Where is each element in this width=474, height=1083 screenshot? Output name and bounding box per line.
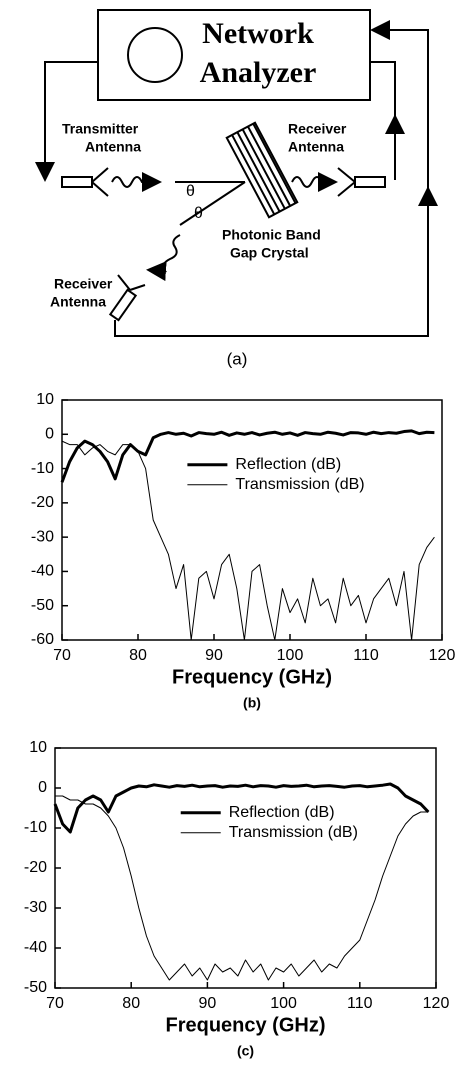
series-line [55,795,429,981]
wave [111,172,162,192]
series-line [61,440,435,641]
antenna [354,176,386,188]
y-tick-label: -20 [31,494,54,511]
antenna-horn [117,274,146,291]
wave [146,234,181,282]
y-tick-label: -20 [24,859,47,876]
x-tick-label: 110 [347,995,373,1012]
y-tick-label: -60 [31,631,54,648]
x-tick-label: 90 [199,995,217,1012]
y-tick-label: -30 [24,899,47,916]
antenna [108,288,138,322]
series-line [53,782,430,834]
x-tick-label: 100 [270,995,297,1012]
series-line [60,429,435,483]
analyzer-label: Analyzer [200,56,317,89]
y-tick-label: -30 [31,528,54,545]
analyzer-box [97,9,371,101]
y-tick-label: 0 [38,779,47,796]
plot-frame [61,399,443,641]
angle-label: θ [194,205,203,222]
transmitter-label: Antenna [85,139,141,155]
antenna-horn [91,167,109,197]
x-tick-label: 90 [205,647,223,664]
caption: (a) [227,349,248,368]
caption: (c) [237,1043,254,1059]
wire [35,61,98,182]
y-tick-label: -50 [24,979,47,996]
angle-label: θ [186,183,195,200]
y-tick-label: 10 [29,739,47,756]
diagram: Network Analyzer Transmitter Antenna Rec… [35,9,438,368]
x-tick-label: 80 [122,995,140,1012]
x-tick-label: 80 [129,647,147,664]
x-tick-label: 70 [53,647,71,664]
crystal [225,121,299,219]
receiver-label: Receiver [288,121,347,137]
y-tick-label: -10 [24,819,47,836]
transmitter-label: Transmitter [62,121,139,137]
x-tick-label: 110 [353,647,379,664]
wave [291,172,338,192]
y-tick-label: 10 [36,391,54,408]
legend-label: Reflection (dB) [235,456,341,473]
x-tick-label: 120 [423,995,450,1012]
x-tick-label: 100 [277,647,304,664]
wire [114,20,429,337]
analyzer-dial [127,27,183,83]
legend-label: Transmission (dB) [229,824,358,841]
receiver-label: Antenna [50,294,106,310]
caption: (b) [243,695,261,711]
analyzer-label: Network [202,17,314,50]
receiver-label: Antenna [288,139,344,155]
x-tick-label: 120 [429,647,456,664]
y-tick-label: -50 [31,597,54,614]
legend-label: Transmission (dB) [235,476,364,493]
antenna [61,176,93,188]
y-tick-label: -40 [24,939,47,956]
legend-label: Reflection (dB) [229,804,335,821]
crystal-label: Photonic Band [222,227,321,243]
y-tick-label: 0 [45,426,54,443]
beam [175,181,246,226]
antenna-horn [337,167,356,197]
wire [370,61,396,180]
y-tick-label: -10 [31,460,54,477]
crystal-label: Gap Crystal [230,245,309,261]
x-tick-label: 70 [46,995,64,1012]
x-axis-label: Frequency (GHz) [165,1014,325,1036]
receiver-label: Receiver [54,276,113,292]
y-tick-label: -40 [31,563,54,580]
x-axis-label: Frequency (GHz) [172,666,332,688]
